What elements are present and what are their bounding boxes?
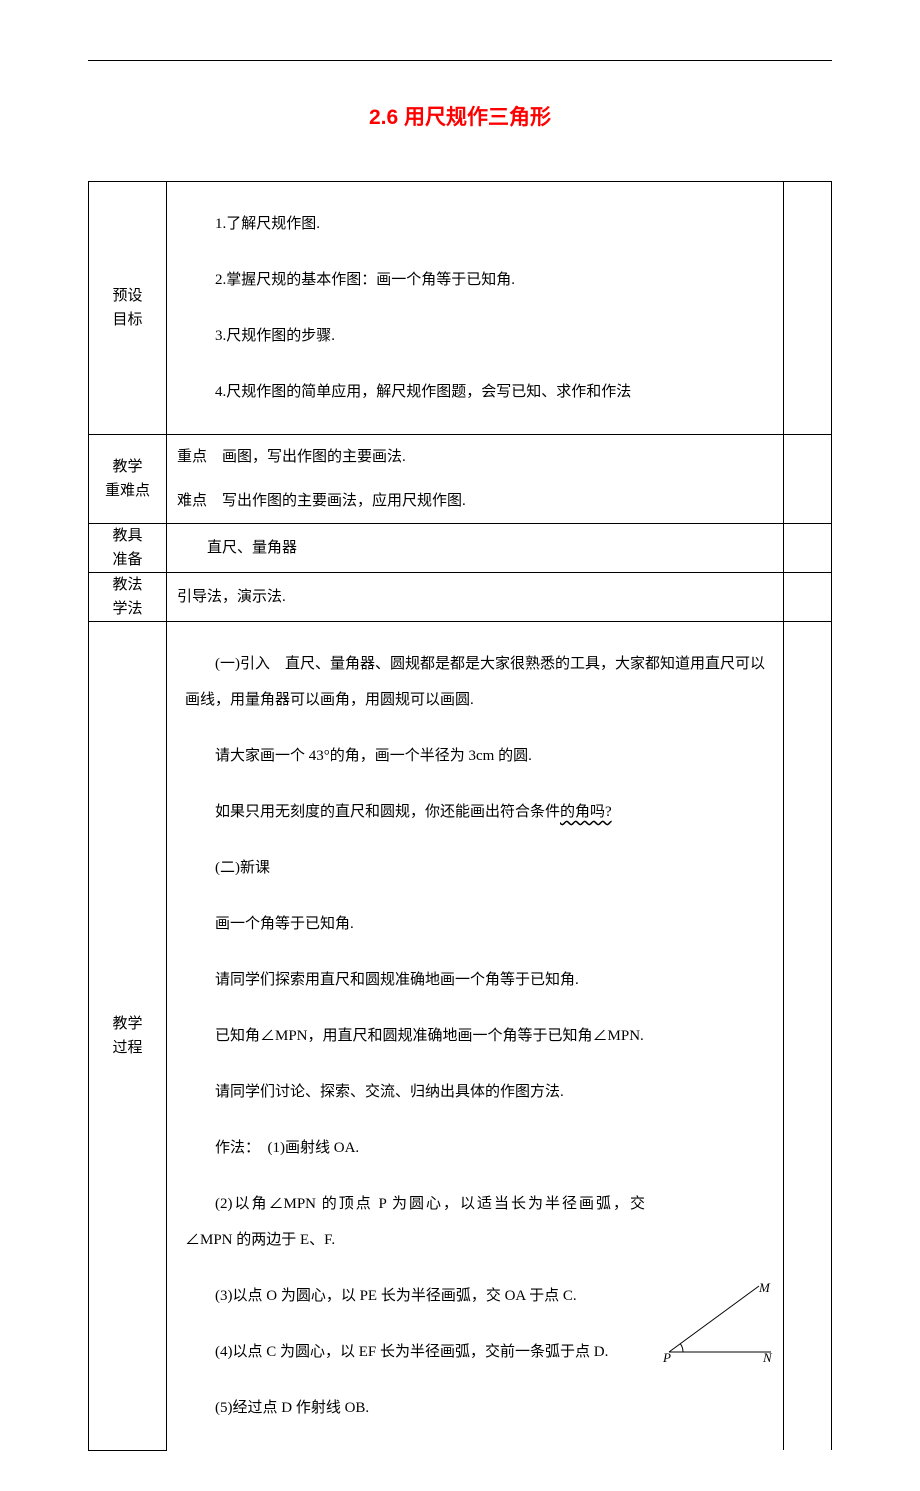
angle-label-m: M	[758, 1282, 771, 1295]
notes-goals	[784, 182, 832, 435]
focus-item: 难点 写出作图的主要画法，应用尺规作图.	[177, 479, 773, 523]
cell-goals: 1.了解尺规作图. 2.掌握尺规的基本作图：画一个角等于已知角. 3.尺规作图的…	[167, 182, 784, 435]
method-text: 引导法，演示法.	[177, 589, 286, 605]
page: 2.6 用尺规作三角形 预设 目标 1.了解尺规作图. 2.掌握尺规的基本作图：…	[0, 0, 920, 1491]
process-sec2: (二)新课	[185, 840, 765, 896]
label-goals: 预设 目标	[89, 182, 167, 435]
angle-arc	[680, 1344, 683, 1352]
label-focus: 教学 重难点	[89, 435, 167, 524]
notes-tools	[784, 524, 832, 573]
notes-method	[784, 573, 832, 622]
prompt2-pre: 如果只用无刻度的直尺和圆规，你还能画出符合条件	[215, 804, 560, 820]
label-goals-ln1: 预设 目标	[112, 288, 142, 328]
notes-process	[784, 622, 832, 1451]
row-focus: 教学 重难点 重点 画图，写出作图的主要画法. 难点 写出作图的主要画法，应用尺…	[89, 435, 832, 524]
label-method: 教法 学法	[89, 573, 167, 622]
angle-line-pm	[669, 1286, 759, 1352]
document-title: 2.6 用尺规作三角形	[88, 101, 832, 131]
process-given: 已知角∠MPN，用直尺和圆规准确地画一个角等于已知角∠MPN.	[185, 1008, 765, 1064]
process-prompt-2: 如果只用无刻度的直尺和圆规，你还能画出符合条件的角吗?	[185, 784, 765, 840]
notes-focus	[784, 435, 832, 524]
goal-item: 2.掌握尺规的基本作图：画一个角等于已知角.	[185, 252, 765, 308]
process-discuss: 请同学们讨论、探索、交流、归纳出具体的作图方法.	[185, 1064, 765, 1120]
process-method-head: 作法： (1)画射线 OA.	[185, 1120, 765, 1176]
row-goals: 预设 目标 1.了解尺规作图. 2.掌握尺规的基本作图：画一个角等于已知角. 3…	[89, 182, 832, 435]
process-step-5: (5)经过点 D 作射线 OB.	[185, 1380, 765, 1436]
cell-tools: 直尺、量角器	[167, 524, 784, 573]
goal-item: 3.尺规作图的步骤.	[185, 308, 765, 364]
process-explore: 请同学们探索用直尺和圆规准确地画一个角等于已知角.	[185, 952, 765, 1008]
angle-figure: M P N	[663, 1282, 773, 1364]
focus-item: 重点 画图，写出作图的主要画法.	[177, 435, 773, 479]
tools-text: 直尺、量角器	[177, 540, 297, 556]
prompt2-wavy: 的角吗?	[560, 804, 612, 820]
goal-item: 4.尺规作图的简单应用，解尺规作图题，会写已知、求作和作法	[185, 364, 765, 420]
process-prompt-1: 请大家画一个 43°的角，画一个半径为 3cm 的圆.	[185, 728, 765, 784]
cell-focus: 重点 画图，写出作图的主要画法. 难点 写出作图的主要画法，应用尺规作图.	[167, 435, 784, 524]
row-method: 教法 学法 引导法，演示法.	[89, 573, 832, 622]
row-tools: 教具 准备 直尺、量角器	[89, 524, 832, 573]
lesson-plan-table: 预设 目标 1.了解尺规作图. 2.掌握尺规的基本作图：画一个角等于已知角. 3…	[88, 181, 832, 1451]
cell-method: 引导法，演示法.	[167, 573, 784, 622]
angle-label-p: P	[663, 1350, 671, 1364]
angle-label-n: N	[762, 1350, 773, 1364]
cell-process: (一)引入 直尺、量角器、圆规都是都是大家很熟悉的工具，大家都知道用直尺可以画线…	[167, 622, 784, 1451]
process-intro: (一)引入 直尺、量角器、圆规都是都是大家很熟悉的工具，大家都知道用直尺可以画线…	[185, 636, 765, 728]
label-process: 教学 过程	[89, 622, 167, 1451]
process-step-2: (2)以角∠MPN 的顶点 P 为圆心，以适当长为半径画弧，交∠MPN 的两边于…	[185, 1176, 765, 1268]
goal-item: 1.了解尺规作图.	[185, 196, 765, 252]
row-process: 教学 过程 (一)引入 直尺、量角器、圆规都是都是大家很熟悉的工具，大家都知道用…	[89, 622, 832, 1451]
process-draw: 画一个角等于已知角.	[185, 896, 765, 952]
label-tools: 教具 准备	[89, 524, 167, 573]
top-rule	[88, 60, 832, 61]
